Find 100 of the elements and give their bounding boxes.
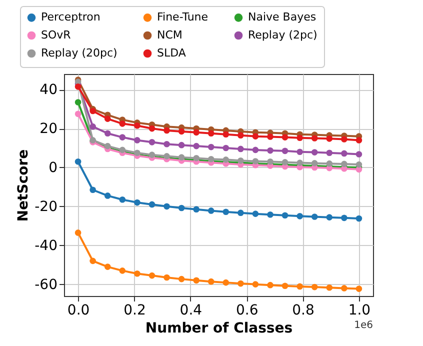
point	[282, 134, 288, 140]
point	[356, 215, 362, 222]
point	[222, 156, 230, 163]
point	[74, 158, 82, 165]
point	[252, 146, 259, 154]
point	[267, 158, 274, 165]
legend-label: Naive Bayes	[248, 10, 316, 24]
point	[252, 133, 259, 140]
point	[296, 213, 303, 220]
point	[74, 110, 82, 118]
point	[74, 99, 82, 106]
point	[164, 140, 170, 148]
point	[356, 137, 362, 144]
x-tick-label: 1.0	[348, 302, 371, 318]
x-tick-label: 0.4	[180, 302, 202, 318]
point	[148, 139, 156, 146]
point	[238, 132, 244, 138]
point	[267, 282, 274, 288]
legend-label: Replay (20pc)	[41, 46, 118, 60]
point	[238, 280, 244, 287]
point	[238, 210, 244, 216]
point	[193, 142, 200, 150]
point	[326, 150, 333, 156]
y-tick-label: -40	[34, 238, 58, 254]
point	[252, 210, 259, 217]
point	[193, 206, 200, 212]
point	[356, 286, 362, 292]
point	[296, 134, 303, 142]
point	[208, 278, 214, 285]
point	[282, 282, 288, 290]
point	[296, 283, 303, 290]
point	[311, 160, 318, 166]
point	[222, 208, 230, 216]
point	[90, 258, 96, 264]
point	[341, 214, 348, 222]
x-tick-label: 0.2	[124, 302, 146, 318]
point	[178, 142, 185, 148]
point	[193, 129, 200, 136]
point	[282, 159, 288, 166]
point	[208, 144, 214, 150]
point	[267, 147, 274, 154]
point	[356, 151, 362, 158]
point	[326, 135, 333, 142]
point	[311, 149, 318, 156]
point	[104, 192, 111, 199]
point	[74, 230, 82, 236]
point	[134, 137, 140, 144]
point	[296, 160, 303, 166]
point	[267, 211, 274, 218]
legend-label: SLDA	[157, 46, 186, 60]
legend-label: NCM	[157, 28, 182, 42]
point	[341, 136, 348, 142]
point	[208, 208, 214, 214]
point	[119, 268, 126, 274]
y-axis-title: NetScore	[16, 149, 32, 222]
point	[104, 116, 111, 122]
point	[326, 160, 333, 167]
point	[282, 148, 288, 154]
point	[208, 156, 214, 162]
y-tick-label: 40	[40, 82, 58, 98]
legend-label: Fine-Tune	[157, 10, 208, 24]
point	[134, 199, 140, 206]
text: 1e6	[354, 320, 373, 331]
point	[104, 130, 111, 137]
point	[311, 135, 318, 142]
point	[311, 284, 318, 290]
point	[326, 284, 333, 291]
point	[222, 279, 230, 286]
point	[193, 277, 200, 284]
y-tick-label: -60	[34, 276, 58, 293]
y-tick-label: 20	[40, 121, 58, 138]
point	[238, 146, 244, 152]
y-tick-label: -20	[34, 198, 58, 215]
point	[164, 274, 170, 281]
point	[148, 201, 156, 208]
x-tick-label: 0.6	[236, 302, 258, 318]
x-tick-label: 0.8	[292, 302, 314, 318]
point	[134, 122, 140, 129]
point	[193, 154, 200, 162]
y-tick-label: 0	[48, 160, 58, 176]
point	[252, 281, 259, 288]
point	[74, 84, 82, 90]
legend-label: SOvR	[41, 28, 72, 42]
point	[148, 272, 156, 279]
point	[119, 134, 126, 140]
point	[311, 214, 318, 220]
x-axis-title: Number of Classes	[145, 320, 293, 336]
legend-label: Perceptron	[41, 10, 100, 24]
point	[341, 285, 348, 292]
point	[252, 158, 259, 164]
point	[282, 212, 288, 219]
legend-label: Replay (2pc)	[248, 28, 318, 42]
point	[326, 214, 333, 220]
point	[104, 264, 111, 270]
point	[119, 120, 126, 127]
x-tick-label: 0.0	[67, 302, 90, 318]
point	[178, 128, 185, 135]
point	[164, 127, 170, 134]
point	[341, 150, 348, 157]
point	[90, 186, 96, 194]
